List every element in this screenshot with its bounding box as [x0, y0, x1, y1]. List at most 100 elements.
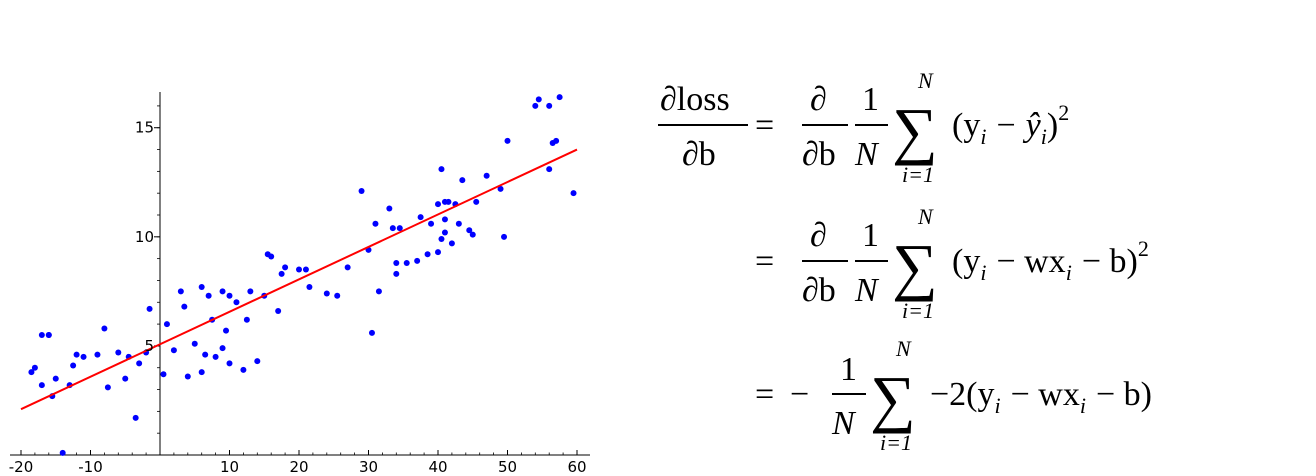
data-point	[38, 332, 45, 338]
data-points	[28, 94, 577, 456]
equation-line-3: = − 1 N N ∑ i=1 −2(yi − wxi − b)	[755, 336, 1152, 455]
data-point	[132, 414, 139, 421]
x-tick-label: 30	[359, 458, 378, 476]
data-point	[445, 198, 452, 205]
one-1: 1	[862, 81, 879, 118]
data-point	[428, 220, 435, 227]
scatter-plot: -20 -10 10 20 30 40 50 60 5 10 15	[9, 92, 590, 476]
y-tick-label: 15	[135, 119, 154, 137]
x-tick-label: -10	[78, 458, 103, 476]
data-point	[136, 360, 143, 367]
data-point	[296, 266, 302, 273]
svg-text:(yi− wxi− b)2: (yi − wxi − b)2	[952, 236, 1149, 285]
data-point	[396, 225, 403, 232]
sum-lower-1: i=1	[902, 162, 934, 187]
data-point	[546, 166, 553, 173]
svg-text:1: 1	[862, 217, 879, 254]
sum-upper-1: N	[917, 68, 934, 93]
data-point	[455, 220, 462, 227]
data-point	[198, 369, 205, 376]
data-point	[448, 240, 455, 247]
data-point	[233, 299, 240, 306]
data-point	[497, 185, 504, 192]
data-point	[247, 288, 254, 295]
data-point	[28, 369, 35, 376]
data-point	[94, 351, 101, 358]
data-point	[438, 236, 445, 242]
axes	[10, 92, 590, 456]
data-point	[375, 288, 382, 295]
y-tick-label: 5	[144, 337, 154, 355]
data-point	[219, 345, 226, 352]
data-point	[160, 371, 167, 378]
gradient-equations: ∂loss ∂b = ∂ ∂b 1 N N ∑ i=1 (yi − ŷi)2 = ∂…	[658, 68, 1152, 455]
data-point	[101, 325, 108, 332]
data-point	[393, 260, 400, 266]
x-tick-label: 60	[567, 458, 586, 476]
data-point	[417, 214, 424, 221]
equation-line-1: ∂loss ∂b = ∂ ∂b 1 N N ∑ i=1 (yi − ŷi)2	[658, 68, 1069, 187]
data-point	[202, 351, 209, 358]
data-point	[122, 375, 129, 382]
data-point	[282, 264, 289, 271]
data-point	[334, 292, 341, 299]
data-point	[469, 231, 476, 238]
data-point	[553, 137, 560, 144]
svg-text:1: 1	[840, 351, 857, 388]
data-point	[45, 332, 52, 338]
data-point	[31, 364, 38, 371]
data-point	[275, 308, 282, 314]
svg-text:∑: ∑	[870, 363, 916, 434]
x-tick-label: 20	[289, 458, 308, 476]
data-point	[501, 233, 508, 240]
data-point	[198, 284, 205, 290]
partial-den-1: ∂b	[802, 136, 836, 173]
data-point	[556, 94, 563, 101]
data-point	[393, 270, 400, 277]
data-point	[368, 329, 375, 336]
data-point	[466, 227, 473, 234]
lhs-numerator: ∂loss	[660, 81, 730, 118]
data-point	[184, 373, 191, 380]
data-point	[278, 270, 285, 277]
data-point	[205, 292, 212, 299]
data-point	[52, 375, 59, 382]
data-point	[146, 305, 153, 312]
data-point	[344, 264, 351, 271]
data-point	[546, 102, 553, 109]
data-point	[435, 201, 441, 208]
data-point	[254, 358, 261, 365]
svg-text:i=1: i=1	[902, 298, 934, 323]
x-tick-label: 40	[428, 458, 447, 476]
data-point	[358, 188, 365, 194]
data-point	[386, 205, 393, 212]
tick-labels: -20 -10 10 20 30 40 50 60 5 10 15	[9, 119, 587, 476]
data-point	[70, 362, 77, 369]
data-point	[441, 229, 448, 236]
data-point	[104, 384, 111, 391]
svg-text:−: −	[790, 376, 809, 413]
data-point	[441, 216, 448, 223]
data-point	[240, 366, 247, 373]
data-point	[302, 266, 309, 273]
equals-2: =	[755, 243, 774, 280]
svg-text:∑: ∑	[892, 231, 938, 302]
lhs-denominator: ∂b	[682, 136, 716, 173]
svg-text:i=1: i=1	[880, 430, 912, 455]
data-point	[438, 166, 445, 173]
equation-line-2: = ∂ ∂b 1 N N ∑ i=1 (yi − wxi − b)2	[755, 204, 1149, 323]
n-den-1: N	[854, 136, 880, 173]
data-point	[323, 290, 330, 297]
data-point	[403, 260, 410, 266]
data-point	[243, 316, 250, 323]
partial-num-1: ∂	[810, 81, 827, 118]
regression-line	[20, 148, 578, 411]
data-point	[226, 360, 233, 367]
x-tick-label: 50	[498, 458, 517, 476]
data-point	[372, 220, 379, 227]
svg-text:N: N	[854, 272, 880, 309]
data-point	[389, 225, 396, 232]
data-point	[219, 288, 226, 295]
data-point	[80, 353, 87, 360]
data-point	[570, 190, 577, 197]
